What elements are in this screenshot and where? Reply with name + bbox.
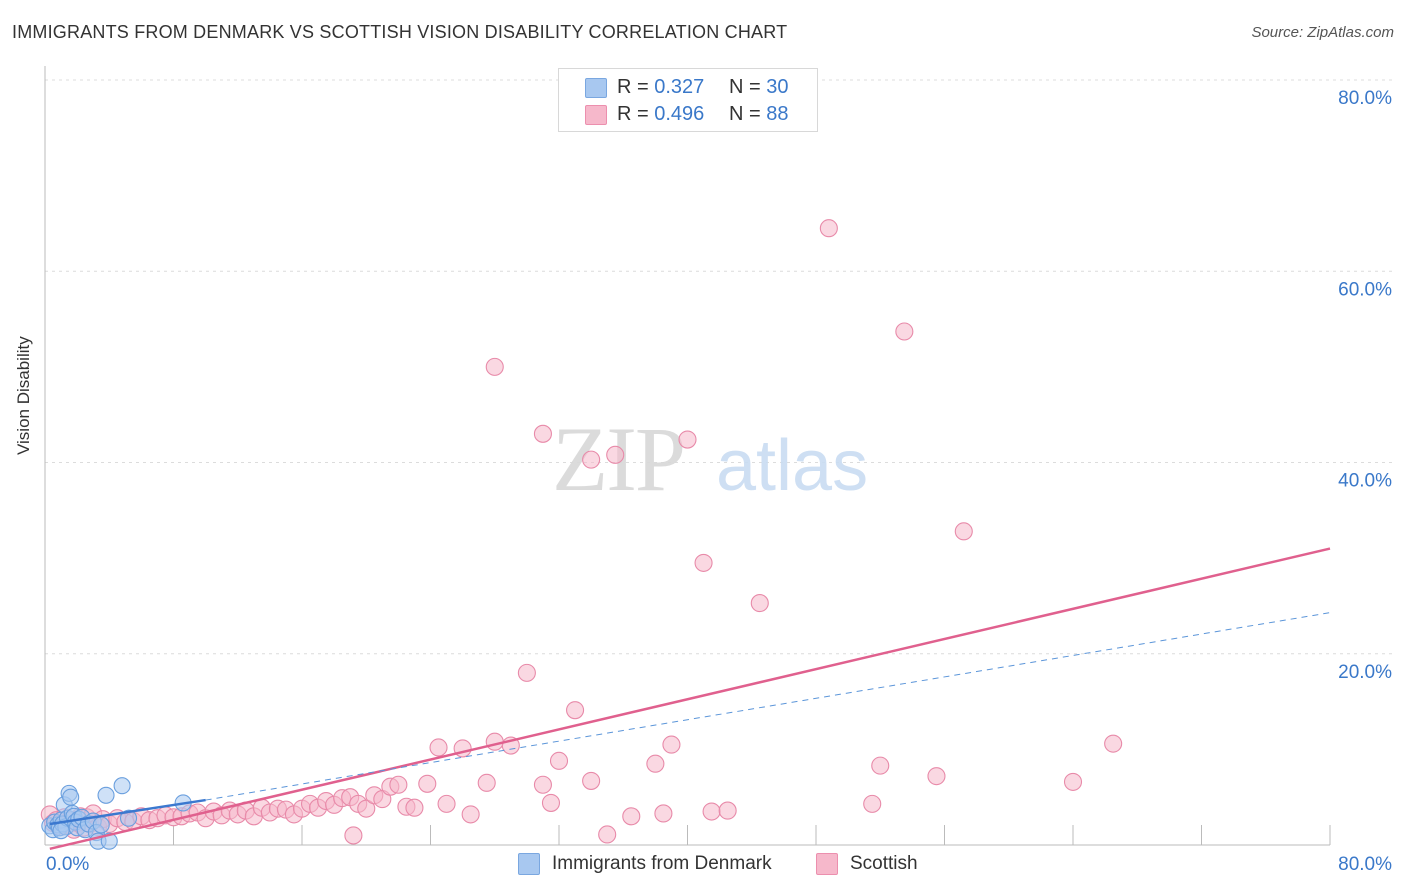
legend-n-label: N =: [729, 75, 761, 98]
legend-r-label: R =: [617, 75, 649, 98]
point-denmark: [52, 822, 70, 840]
legend-r-value: 0.327: [654, 75, 705, 98]
point-scottish: [477, 773, 496, 792]
point-scottish: [517, 663, 536, 682]
point-scottish: [702, 802, 721, 821]
point-scottish: [1104, 734, 1123, 753]
point-scottish: [662, 735, 681, 754]
bottom-legend-denmark: Immigrants from Denmark: [518, 852, 772, 876]
point-scottish: [819, 219, 838, 238]
point-scottish: [750, 594, 769, 613]
series-scottish: [40, 219, 1123, 845]
y-tick-label: 80.0%: [1338, 88, 1392, 109]
legend: R = 0.327 N = 30 R = 0.496 N = 88: [558, 68, 818, 132]
point-scottish: [566, 701, 585, 720]
point-scottish: [927, 767, 946, 786]
trend-lines: [49, 547, 1331, 851]
point-scottish: [389, 775, 408, 794]
point-scottish: [871, 756, 890, 775]
bottom-legend-label-scottish: Scottish: [850, 853, 918, 874]
point-scottish: [357, 799, 376, 818]
legend-n-value: 88: [766, 102, 789, 125]
point-denmark: [113, 777, 131, 795]
point-scottish: [606, 445, 625, 464]
y-tick-label: 20.0%: [1338, 662, 1392, 683]
x-tick-label: 80.0%: [1338, 854, 1392, 875]
point-scottish: [405, 798, 424, 817]
trend-scottish: [49, 547, 1331, 851]
gridlines: [45, 79, 1392, 655]
point-scottish: [622, 807, 641, 826]
bottom-legend-swatch-scottish: [816, 853, 838, 875]
legend-r-label: R =: [617, 102, 649, 125]
tick-labels: 20.0% 40.0% 60.0% 80.0% 0.0% 80.0%: [46, 88, 1392, 875]
bottom-legend-scottish: Scottish: [816, 852, 918, 876]
point-scottish: [954, 522, 973, 541]
bottom-legend-label-denmark: Immigrants from Denmark: [552, 853, 772, 874]
point-scottish: [582, 450, 601, 469]
point-denmark: [100, 832, 118, 850]
legend-swatch-denmark: [585, 78, 607, 98]
y-axis-label: Vision Disability: [14, 336, 33, 455]
point-scottish: [418, 774, 437, 793]
point-scottish: [344, 826, 363, 845]
point-denmark: [119, 809, 138, 827]
point-scottish: [541, 793, 561, 812]
point-scottish: [694, 553, 713, 572]
point-scottish: [1063, 772, 1083, 791]
point-scottish: [678, 430, 697, 449]
x-tick-label: 0.0%: [46, 854, 89, 875]
y-tick-label: 40.0%: [1338, 471, 1392, 492]
point-scottish: [863, 794, 882, 813]
legend-n-label: N =: [729, 102, 761, 125]
point-denmark: [62, 788, 80, 806]
point-scottish: [598, 825, 617, 844]
point-scottish: [646, 754, 665, 773]
point-scottish: [582, 771, 601, 790]
point-scottish: [533, 424, 552, 443]
trend-denmark: [49, 798, 206, 826]
axes: [44, 66, 1331, 846]
legend-swatch-scottish: [585, 105, 607, 125]
legend-n-value: 30: [766, 75, 789, 98]
y-tick-label: 60.0%: [1338, 279, 1392, 300]
point-scottish: [485, 357, 504, 376]
trend-denmark-dashed: [205, 612, 1331, 801]
point-denmark: [92, 816, 110, 834]
point-scottish: [549, 751, 569, 770]
point-scottish: [429, 738, 448, 757]
point-scottish: [654, 804, 673, 823]
point-scottish: [485, 732, 504, 751]
legend-r-value: 0.496: [654, 102, 705, 125]
point-scottish: [437, 794, 456, 813]
chart-title: IMMIGRANTS FROM DENMARK VS SCOTTISH VISI…: [12, 22, 788, 42]
source-label: Source: ZipAtlas.com: [1251, 24, 1394, 41]
point-denmark: [97, 786, 115, 804]
point-scottish: [533, 775, 552, 794]
point-scottish: [895, 322, 914, 341]
point-scottish: [461, 805, 480, 824]
watermark-atlas: atlas: [716, 426, 868, 506]
point-scottish: [718, 801, 737, 820]
bottom-legend-swatch-denmark: [518, 853, 540, 875]
